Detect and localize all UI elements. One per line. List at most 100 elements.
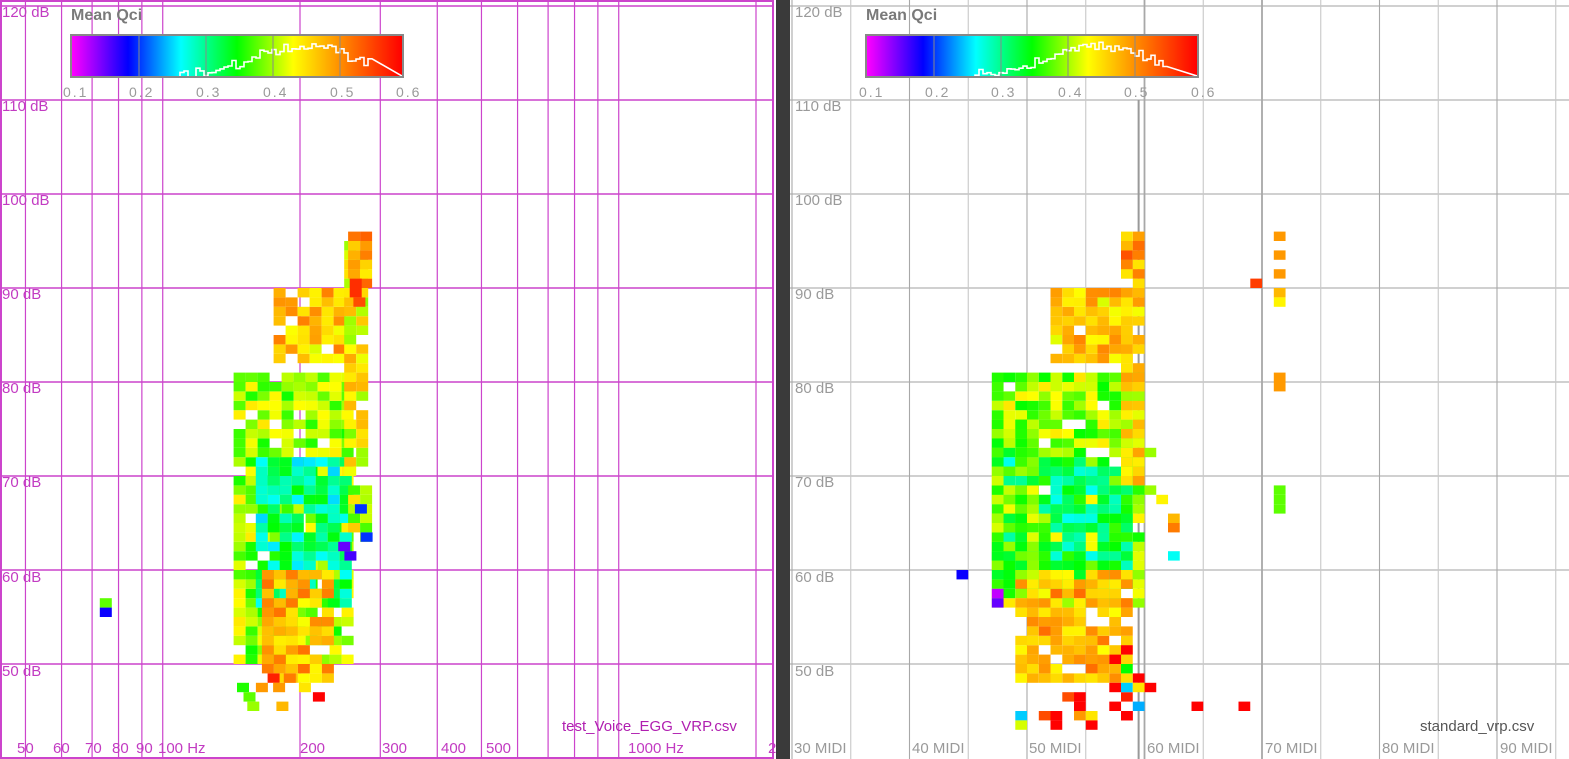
vrp-cell (309, 316, 322, 326)
colorbar-tick-0-6: 0.6 (396, 84, 422, 100)
panel-divider[interactable] (776, 0, 790, 759)
vrp-cell (1132, 241, 1145, 251)
vrp-cell (1003, 457, 1016, 467)
vrp-cell (267, 485, 280, 495)
vrp-cell (1050, 607, 1063, 617)
vrp-cell (1015, 523, 1028, 533)
vrp-cell (257, 382, 270, 392)
vrp-cell (1050, 306, 1063, 317)
vrp-cell (1062, 673, 1075, 683)
vrp-cell (1015, 447, 1028, 458)
vrp-cell (1109, 447, 1122, 458)
vrp-cell (1085, 438, 1098, 448)
vrp-cell (356, 447, 369, 458)
colorbar-tick-0-2: 0.2 (925, 84, 951, 100)
vrp-cell (243, 692, 256, 702)
vrp-cell (1097, 532, 1110, 542)
vrp-cell (1015, 532, 1028, 542)
vrp-cell (1062, 457, 1075, 467)
vrp-cell (1121, 250, 1133, 260)
vrp-cell (255, 541, 268, 552)
vrp-cell (1097, 476, 1110, 486)
vrp-cell (285, 617, 298, 627)
x-label-40-midi: 40 MIDI (912, 740, 965, 757)
vrp-cell (247, 701, 260, 711)
vrp-cell (1273, 382, 1286, 392)
vrp-cell (1062, 335, 1075, 345)
vrp-cell (1132, 570, 1145, 580)
vrp-cell (1132, 306, 1145, 317)
vrp-cell (1003, 523, 1016, 533)
vrp-cell (1050, 504, 1063, 514)
vrp-cell (1132, 316, 1145, 326)
vrp-cell (233, 635, 246, 646)
vrp-cell (233, 654, 246, 664)
vrp-cell (273, 635, 286, 646)
vrp-cell (255, 570, 268, 580)
vrp-cell (1062, 607, 1075, 617)
vrp-cell (245, 466, 258, 476)
vrp-cell (315, 494, 328, 505)
vrp-cell (1121, 231, 1133, 241)
vrp-cell (356, 363, 369, 373)
vrp-cell (1273, 231, 1286, 241)
vrp-cell (317, 654, 330, 664)
vrp-cell (237, 682, 249, 693)
vrp-cell (1062, 306, 1075, 317)
vrp-cell (285, 607, 298, 617)
vrp-cell (360, 269, 373, 279)
vrp-cell (356, 438, 369, 448)
vrp-cell (1156, 494, 1169, 505)
vrp-cell (1050, 532, 1063, 542)
vrp-cell (1062, 560, 1075, 570)
vrp-cell (1097, 410, 1110, 420)
vrp-cell (991, 410, 1004, 420)
vrp-cell (339, 494, 352, 505)
vrp-cell (1015, 607, 1028, 617)
vrp-cell (321, 617, 334, 627)
vrp-cell (1097, 485, 1110, 495)
vrp-cell (269, 382, 282, 392)
vrp-cell (991, 598, 1004, 608)
vrp-cell (1038, 457, 1051, 467)
vrp-cell (1038, 617, 1051, 627)
vrp-cell (1097, 306, 1110, 317)
vrp-cell (233, 626, 246, 636)
vrp-cell (327, 504, 340, 514)
vrp-cell (303, 551, 316, 561)
vrp-cell (1003, 485, 1016, 495)
vrp-cell (1109, 617, 1122, 627)
vrp-cell (329, 635, 342, 646)
vrp-cell (1062, 504, 1075, 514)
vrp-cell (233, 391, 246, 401)
vrp-cell (1050, 438, 1063, 448)
vrp-cell (1074, 711, 1086, 721)
vrp-cell (261, 598, 274, 608)
vrp-cell (348, 269, 361, 279)
vrp-cell (1003, 391, 1016, 401)
vrp-cell (333, 353, 346, 364)
vrp-cell (1132, 363, 1145, 373)
vrp-cell (348, 504, 361, 514)
vrp-cell (339, 485, 352, 495)
vrp-cell (1132, 278, 1145, 288)
vrp-cell (1050, 513, 1063, 523)
vrp-cell (1074, 560, 1086, 570)
vrp-cell (1109, 485, 1122, 495)
vrp-cell (281, 410, 294, 420)
vrp-cell (233, 532, 246, 542)
vrp-cell (1121, 363, 1133, 373)
vrp-cell (1062, 466, 1075, 476)
vrp-cell (285, 645, 298, 655)
vrp-cell (1109, 532, 1122, 542)
vrp-cell (1062, 410, 1075, 420)
vrp-cell (327, 476, 340, 486)
right-vrp-plot (790, 0, 1569, 759)
vrp-cell (1085, 457, 1098, 467)
vrp-cell (291, 457, 304, 467)
vrp-cell (285, 598, 298, 608)
vrp-cell (297, 570, 310, 580)
vrp-cell (309, 353, 322, 364)
vrp-cell (261, 579, 274, 589)
vrp-cell (233, 382, 246, 392)
